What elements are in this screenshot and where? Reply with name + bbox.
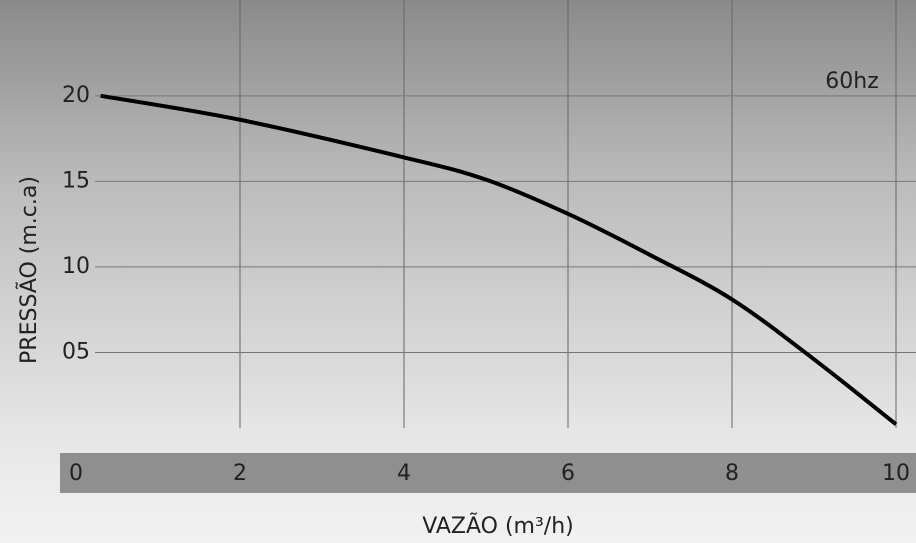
x-tick-label: 4 [397,461,411,486]
annotation: 60hz [825,69,879,94]
curve [100,93,898,426]
x-axis-band [60,453,916,493]
x-tick-label: 8 [725,461,739,486]
x-tick-label: 6 [561,461,575,486]
y-tick-label: 15 [62,168,90,193]
y-tick-label: 10 [62,254,90,279]
y-tick-label: 20 [62,83,90,108]
x-tick-label: 10 [882,461,910,486]
y-tick-label: 05 [62,339,90,364]
x-tick-label: 2 [233,461,247,486]
x-tick-label: 0 [69,461,83,486]
x-axis-label: VAZÃO (m³/h) [422,512,574,539]
y-axis-label: PRESSÃO (m.c.a) [15,176,42,364]
